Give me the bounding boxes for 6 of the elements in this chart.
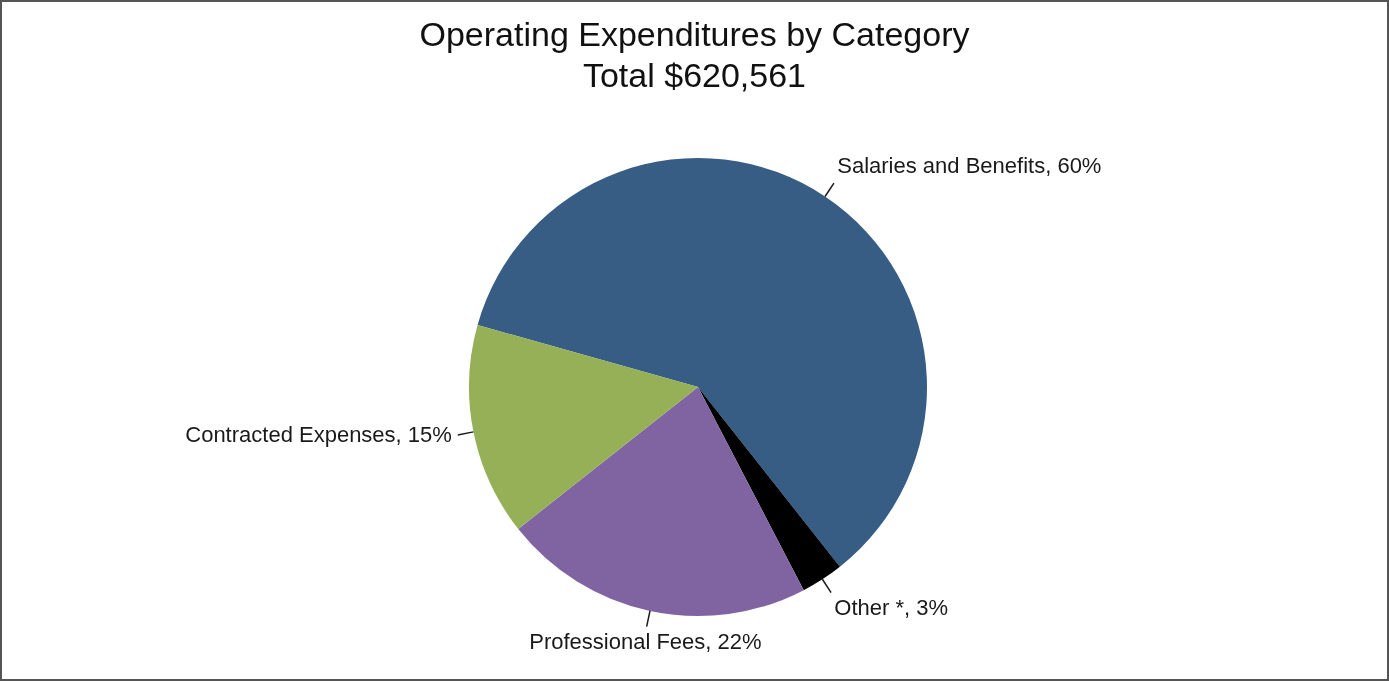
slice-label: Salaries and Benefits, 60% — [837, 153, 1102, 179]
slice-label: Contracted Expenses, 15% — [185, 422, 452, 448]
slice-label: Professional Fees, 22% — [529, 629, 762, 655]
chart-title: Operating Expenditures by Category — [418, 14, 971, 55]
slice-label: Other *, 3% — [834, 594, 949, 620]
chart-subtitle: Total $620,561 — [581, 55, 808, 96]
